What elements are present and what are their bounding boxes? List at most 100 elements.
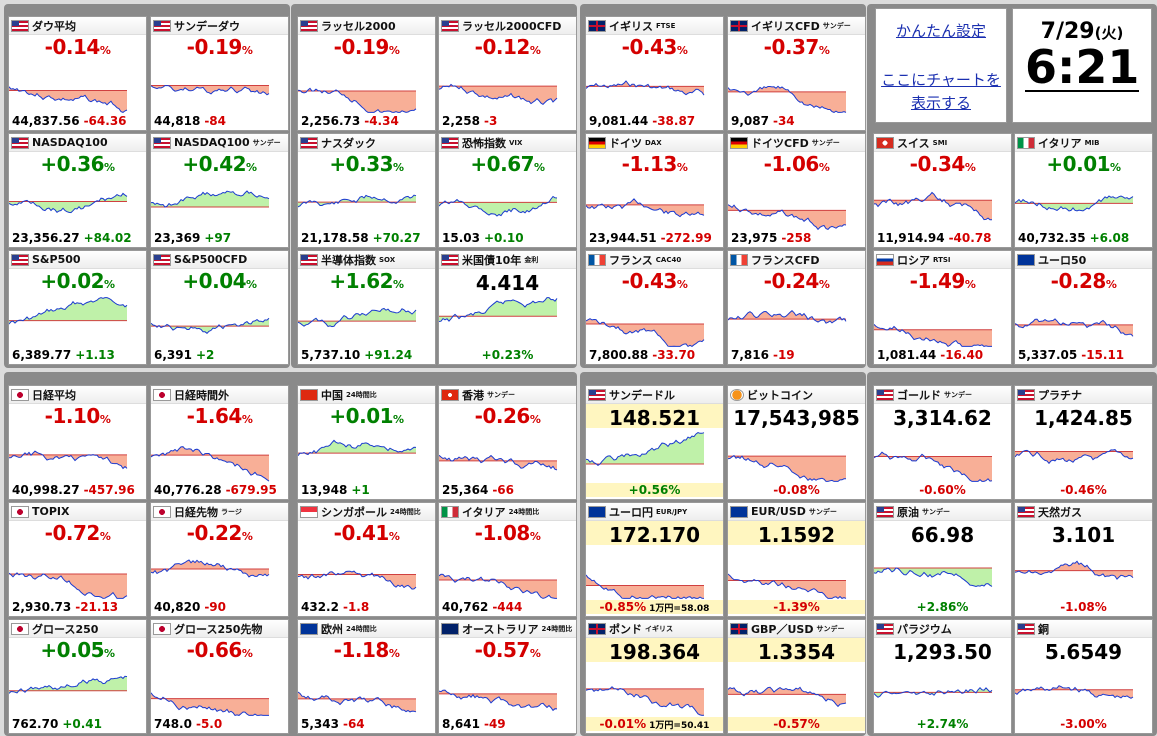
market-tile[interactable]: ポンド イギリス 198.364 -0.01% 1万円=50.41 bbox=[585, 619, 724, 734]
tile-name: ラッセル2000 bbox=[321, 19, 396, 33]
jp-flag-icon bbox=[153, 505, 171, 518]
tile-header: イギリス FTSE bbox=[586, 17, 723, 35]
market-tile[interactable]: ユーロ円 EUR/JPY 172.170 -0.85% 1万円=58.08 bbox=[585, 502, 724, 617]
tile-name: 天然ガス bbox=[1038, 505, 1082, 519]
price-value: 66.98 bbox=[910, 523, 975, 547]
market-tile[interactable]: オーストラリア 24時間比 -0.57% 8,641 -49 bbox=[438, 619, 577, 734]
tile-header: フランス CAC40 bbox=[586, 251, 723, 269]
market-tile[interactable]: ダウ平均 -0.14% 44,837.56 -64.36 bbox=[8, 16, 147, 131]
market-tile[interactable]: 恐怖指数 VIX +0.67% 15.03 +0.10 bbox=[438, 133, 577, 248]
market-tile[interactable]: サンデーダウ -0.19% 44,818 -84 bbox=[150, 16, 289, 131]
pct-unit: % bbox=[529, 647, 541, 660]
level-row: 5,737.10 +91.24 bbox=[301, 348, 412, 362]
market-tile[interactable]: NASDAQ100 サンデー +0.42% 23,369 +97 bbox=[150, 133, 289, 248]
market-tile[interactable]: 半導体指数 SOX +1.62% 5,737.10 +91.24 bbox=[297, 250, 436, 365]
market-tile[interactable]: 銅 5.6549 -3.00% bbox=[1014, 619, 1153, 734]
sparkline-chart bbox=[728, 686, 847, 708]
market-tile[interactable]: ゴールド サンデー 3,314.62 -0.60% bbox=[873, 385, 1012, 500]
sparkline-chart bbox=[728, 310, 847, 324]
market-tile[interactable]: サンデードル 148.521 +0.56% bbox=[585, 385, 724, 500]
tile-sub: RTSI bbox=[933, 255, 951, 264]
price-value: 17,543,985 bbox=[733, 406, 860, 430]
market-tile[interactable]: EUR/USD サンデー 1.1592 -1.39% bbox=[727, 502, 866, 617]
level-value: 748.0 bbox=[154, 717, 192, 731]
market-tile[interactable]: ラッセル2000 -0.19% 2,256.73 -4.34 bbox=[297, 16, 436, 131]
market-tile[interactable]: 米国債10年 金利 4.414 +0.23% bbox=[438, 250, 577, 365]
market-tile[interactable]: ドイツCFD サンデー -1.06% 23,975 -258 bbox=[727, 133, 866, 248]
market-tile[interactable]: 中国 24時間比 +0.01% 13,948 +1 bbox=[297, 385, 436, 500]
change-value: -21.13 bbox=[75, 600, 119, 614]
pct-value: -1.10 bbox=[44, 404, 101, 428]
market-tile[interactable]: イギリス FTSE -0.43% 9,081.44 -38.87 bbox=[585, 16, 724, 131]
market-tile[interactable]: 日経時間外 -1.64% 40,776.28 -679.95 bbox=[150, 385, 289, 500]
tile-name: 半導体指数 bbox=[321, 253, 376, 267]
change-percent: -1.13% bbox=[586, 152, 723, 176]
market-tile[interactable]: S&P500CFD +0.04% 6,391 +2 bbox=[150, 250, 289, 365]
market-tile[interactable]: ロシア RTSI -1.49% 1,081.44 -16.40 bbox=[873, 250, 1012, 365]
sparkline-area bbox=[151, 692, 269, 716]
market-tile[interactable]: フランス CAC40 -0.43% 7,800.88 -33.70 bbox=[585, 250, 724, 365]
market-tile[interactable]: シンガポール 24時間比 -0.41% 432.2 -1.8 bbox=[297, 502, 436, 617]
market-tile[interactable]: フランスCFD -0.24% 7,816 -19 bbox=[727, 250, 866, 365]
change-value: +91.24 bbox=[364, 348, 413, 362]
level-value: 25,364 bbox=[442, 483, 489, 497]
tile-name: ゴールド bbox=[897, 388, 941, 402]
tile-header: スイス SMI bbox=[874, 134, 1011, 152]
level-row: 6,391 +2 bbox=[154, 348, 214, 362]
market-tile[interactable]: グロース250先物 -0.66% 748.0 -5.0 bbox=[150, 619, 289, 734]
market-tile[interactable]: TOPIX -0.72% 2,930.73 -21.13 bbox=[8, 502, 147, 617]
change-percent: +0.01% bbox=[298, 404, 435, 428]
pct-unit: % bbox=[241, 647, 253, 660]
pct-value: -0.19 bbox=[333, 35, 390, 59]
tile-sub: サンデー bbox=[822, 21, 851, 30]
market-tile[interactable]: GBP／USD サンデー 1.3354 -0.57% bbox=[727, 619, 866, 734]
sparkline-line bbox=[9, 675, 128, 694]
market-tile[interactable]: ラッセル2000CFD -0.12% 2,258 -3 bbox=[438, 16, 577, 131]
market-tile[interactable]: ナスダック +0.33% 21,178.58 +70.27 bbox=[297, 133, 436, 248]
ru-flag-icon bbox=[876, 253, 894, 266]
change-value: -34 bbox=[772, 114, 795, 128]
sparkline-line bbox=[9, 450, 128, 470]
simple-setting-link[interactable]: かんたん設定 bbox=[895, 22, 986, 40]
market-tile[interactable]: 日経平均 -1.10% 40,998.27 -457.96 bbox=[8, 385, 147, 500]
au-flag-icon bbox=[441, 622, 459, 635]
chart-display-link[interactable]: ここにチャートを 表示する bbox=[876, 69, 1006, 116]
market-tile[interactable]: 日経先物 ラージ -0.22% 40,820 -90 bbox=[150, 502, 289, 617]
change-value: -258 bbox=[781, 231, 812, 245]
tile-header: 銅 bbox=[1015, 620, 1152, 638]
market-tile[interactable]: 香港 サンデー -0.26% 25,364 -66 bbox=[438, 385, 577, 500]
level-value: 23,975 bbox=[731, 231, 778, 245]
pct-unit: % bbox=[964, 161, 976, 174]
market-tile[interactable]: S&P500 +0.02% 6,389.77 +1.13 bbox=[8, 250, 147, 365]
market-tile[interactable]: ビットコイン 17,543,985 -0.08% bbox=[727, 385, 866, 500]
pct-value: +1.62 bbox=[329, 269, 394, 293]
market-tile[interactable]: パラジウム 1,293.50 +2.74% bbox=[873, 619, 1012, 734]
sparkline-area bbox=[9, 572, 127, 599]
sparkline-line bbox=[586, 198, 705, 218]
sparkline-chart bbox=[9, 675, 128, 694]
pct-value: +0.02 bbox=[40, 269, 105, 293]
market-tile[interactable]: ユーロ50 -0.28% 5,337.05 -15.11 bbox=[1014, 250, 1153, 365]
change-percent: -0.34% bbox=[874, 152, 1011, 176]
change-value: -444 bbox=[492, 600, 523, 614]
market-tile[interactable]: グロース250 +0.05% 762.70 +0.41 bbox=[8, 619, 147, 734]
change-value: +84.02 bbox=[83, 231, 132, 245]
market-tile[interactable]: イタリア 24時間比 -1.08% 40,762 -444 bbox=[438, 502, 577, 617]
sparkline-chart bbox=[874, 567, 993, 588]
market-tile[interactable]: 天然ガス 3.101 -1.08% bbox=[1014, 502, 1153, 617]
market-tile[interactable]: 欧州 24時間比 -1.18% 5,343 -64 bbox=[297, 619, 436, 734]
btc-flag-icon bbox=[730, 388, 744, 401]
sparkline-area bbox=[728, 574, 846, 599]
market-tile[interactable]: ドイツ DAX -1.13% 23,944.51 -272.99 bbox=[585, 133, 724, 248]
change-percent: -1.08% bbox=[1060, 600, 1107, 614]
market-tile[interactable]: スイス SMI -0.34% 11,914.94 -40.78 bbox=[873, 133, 1012, 248]
change-percent: -1.18% bbox=[298, 638, 435, 662]
market-tile[interactable]: NASDAQ100 +0.36% 23,356.27 +84.02 bbox=[8, 133, 147, 248]
market-tile[interactable]: プラチナ 1,424.85 -0.46% bbox=[1014, 385, 1153, 500]
tile-name: ユーロ円 bbox=[609, 505, 653, 519]
tile-header: オーストラリア 24時間比 bbox=[439, 620, 576, 638]
market-tile[interactable]: イギリスCFD サンデー -0.37% 9,087 -34 bbox=[727, 16, 866, 131]
market-tile[interactable]: イタリア MIB +0.01% 40,732.35 +6.08 bbox=[1014, 133, 1153, 248]
market-tile[interactable]: 原油 サンデー 66.98 +2.86% bbox=[873, 502, 1012, 617]
sparkline-chart bbox=[298, 691, 417, 713]
